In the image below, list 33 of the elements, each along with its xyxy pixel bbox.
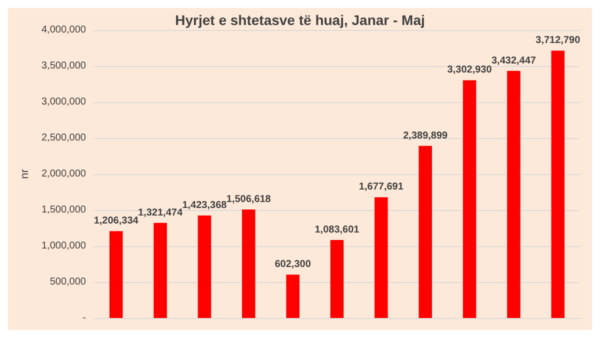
data-label: 602,300: [274, 259, 312, 270]
bar: [462, 80, 476, 318]
bar: [109, 231, 123, 318]
y-tick-label: 4,000,000: [42, 24, 86, 36]
y-tick-label: 3,500,000: [42, 60, 86, 72]
data-label: 3,302,930: [447, 64, 492, 76]
data-label: 1,506,618: [226, 194, 272, 206]
data-label: 1,677,691: [358, 182, 404, 193]
data-label: 3,432,447: [491, 55, 536, 66]
y-tick-label: 2,000,000: [42, 168, 86, 180]
data-label: 1,423,368: [182, 200, 228, 212]
data-label: 3,712,790: [536, 35, 581, 46]
y-tick-label: 2,500,000: [42, 132, 86, 144]
bar: [551, 50, 565, 318]
data-label: 1,321,474: [138, 207, 183, 218]
y-tick-label: 1,000,000: [42, 240, 86, 252]
y-tick-label: 3,000,000: [42, 96, 86, 108]
bar: [418, 146, 432, 318]
bar: [286, 274, 300, 318]
bar: [507, 70, 520, 318]
y-axis-title: nr: [19, 168, 32, 179]
data-label: 1,206,334: [94, 216, 139, 227]
bar: [330, 240, 344, 318]
bar: [374, 197, 388, 318]
chart-title: Hyrjet e shtetasve të huaj, Janar - Maj: [175, 12, 425, 28]
bar: [242, 210, 256, 318]
y-tick-label: 1,500,000: [42, 204, 86, 216]
bar: [198, 216, 212, 318]
y-tick-label: -: [82, 312, 86, 324]
data-label: 1,083,601: [314, 224, 360, 236]
y-tick-label: 500,000: [50, 276, 86, 288]
bar: [154, 222, 167, 318]
data-label: 2,389,899: [403, 130, 448, 142]
